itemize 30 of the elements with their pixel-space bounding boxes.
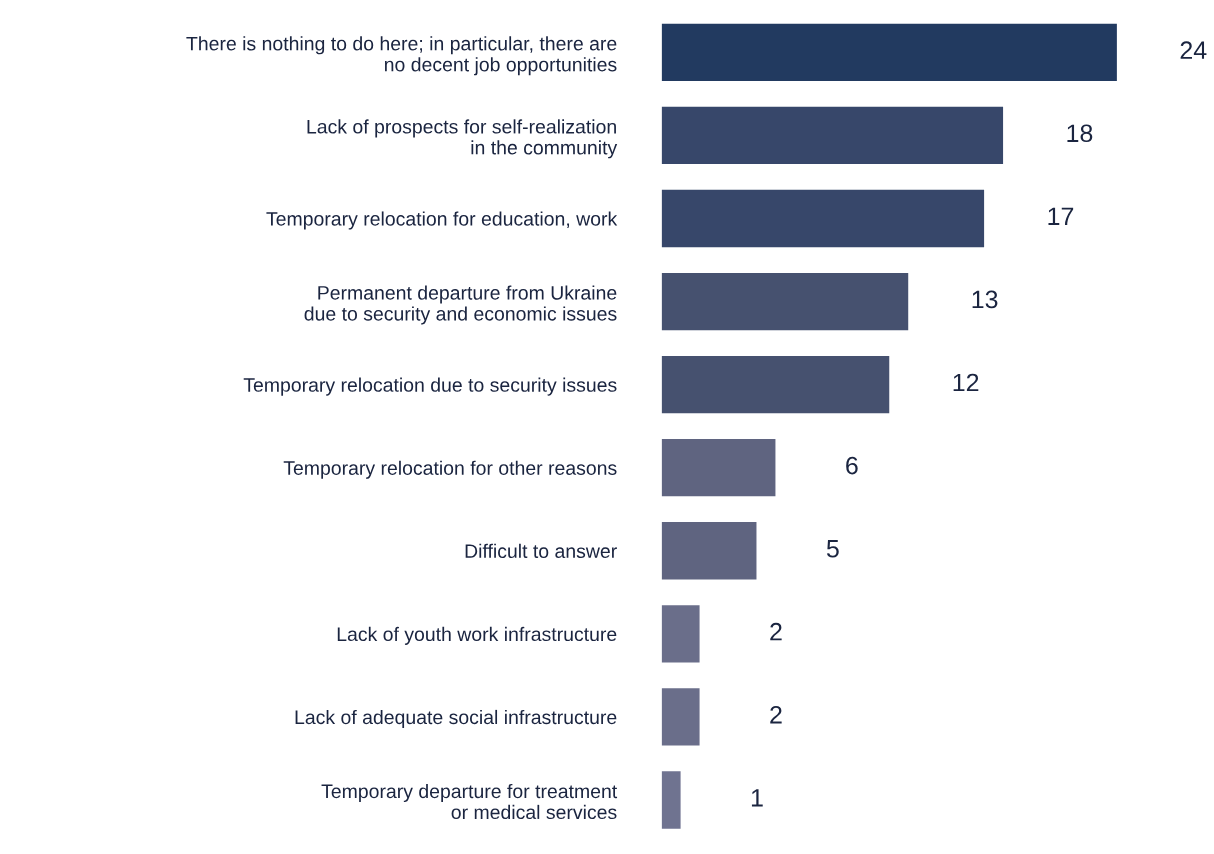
data-label: 17 <box>1048 207 1074 225</box>
data-label: 2 <box>770 622 782 641</box>
bar <box>661 522 757 580</box>
y-tick-label: Temporary departure for treatment or medical services <box>321 783 618 820</box>
data-label: 18 <box>1067 124 1093 143</box>
data-label: 1 <box>751 789 763 807</box>
bar <box>661 189 985 248</box>
y-tick-label: Difficult to answer <box>465 543 617 559</box>
y-tick-label: Temporary relocation for other reasons <box>283 460 617 479</box>
y-tick-label: Permanent departure from Ukraine due to security and economic issues <box>304 285 617 325</box>
data-label: 12 <box>953 373 979 392</box>
data-label: 6 <box>846 456 858 475</box>
data-label: 5 <box>826 540 839 558</box>
bar <box>661 688 700 746</box>
y-tick-label: There is nothing to do here; in particular, there are no decent job opportunities <box>186 36 617 76</box>
data-label: 13 <box>972 290 998 309</box>
data-label: 2 <box>770 705 782 724</box>
bar <box>661 272 909 331</box>
data-label: 24 <box>1180 41 1207 59</box>
bar <box>661 355 890 414</box>
y-tick-label: Temporary relocation for education, work <box>266 211 618 230</box>
y-tick-label: Lack of youth work infrastructure <box>337 626 617 645</box>
bar <box>661 771 681 829</box>
y-tick-label: Lack of prospects for self-realization in the community <box>307 119 618 159</box>
bar <box>661 106 1004 165</box>
bar <box>661 605 700 663</box>
bar <box>661 439 776 497</box>
bar <box>661 23 1117 81</box>
y-tick-label: Lack of adequate social infrastructure <box>295 709 617 729</box>
y-tick-label: Temporary relocation due to security issues <box>243 377 617 396</box>
